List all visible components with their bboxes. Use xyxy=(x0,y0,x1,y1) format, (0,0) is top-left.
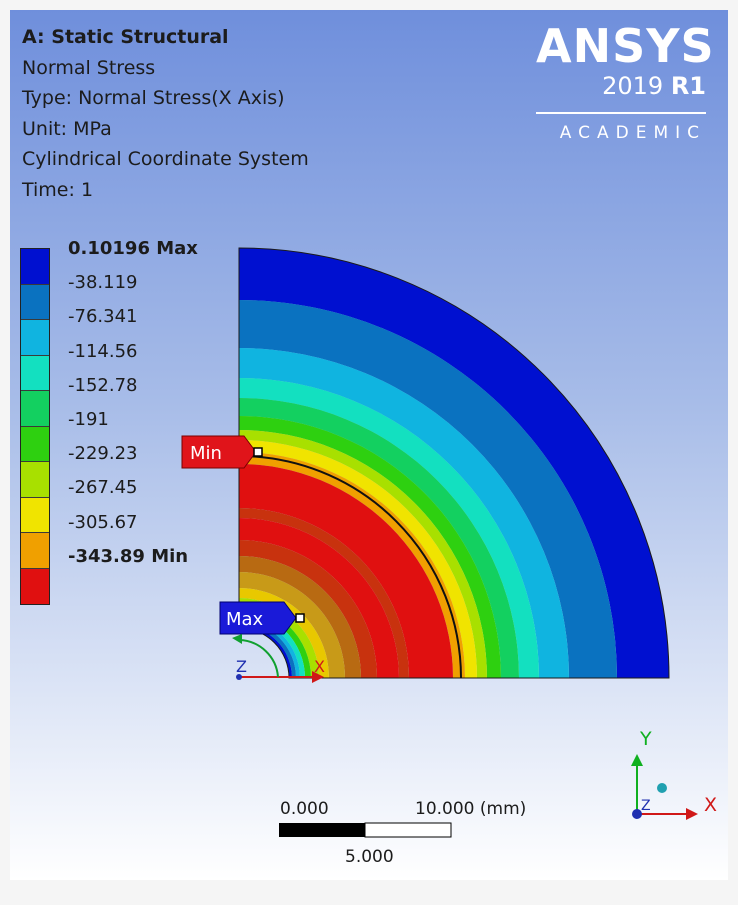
max-probe-label: Max xyxy=(226,609,264,630)
scale-bar: 0.000 10.000 (mm) 5.000 xyxy=(279,799,526,867)
ansys-logo: ANSYS 2019 R1 ACADEMIC xyxy=(536,19,715,144)
legend-label: -267.45 xyxy=(68,477,138,499)
coordinate-system: Cylindrical Coordinate System xyxy=(22,148,309,170)
legend-label: -229.23 xyxy=(68,443,138,465)
legend-swatch xyxy=(21,462,49,498)
legend-swatch xyxy=(21,284,49,320)
result-name: Normal Stress xyxy=(22,56,156,79)
graphics-viewport[interactable]: A: Static Structural Normal Stress Type:… xyxy=(10,10,728,880)
contour-band xyxy=(239,248,669,678)
color-legend[interactable]: 0.10196 Max -38.119 -76.341 -114.56 -152.78 -… xyxy=(20,238,198,605)
contour-band xyxy=(239,518,399,678)
result-info: A: Static Structural Normal Stress Type:… xyxy=(22,22,309,205)
triad-y-label: Y xyxy=(639,728,652,750)
contour-band xyxy=(239,572,345,678)
legend-label: -152.78 xyxy=(68,374,138,396)
legend-label: -76.341 xyxy=(68,306,138,328)
legend-swatch xyxy=(21,320,49,356)
max-probe[interactable]: Max xyxy=(219,601,305,635)
legend-color-bar xyxy=(20,248,50,605)
min-probe[interactable]: Min xyxy=(181,435,263,469)
contour-band xyxy=(239,540,377,678)
legend-label: -343.89 Min xyxy=(68,545,189,567)
contour-plot[interactable]: Min Max Z X Y X Z xyxy=(10,10,728,880)
result-unit: Unit: MPa xyxy=(22,117,112,140)
part-outline xyxy=(238,247,670,679)
legend-label: -191 xyxy=(68,409,109,430)
legend-label: 0.10196 Max xyxy=(68,238,198,259)
brand-edition: ACADEMIC xyxy=(559,123,706,143)
result-type: Type: Normal Stress(X Axis) xyxy=(22,87,285,109)
legend-swatch xyxy=(21,249,49,285)
triad-x-label: X xyxy=(704,794,717,816)
min-probe-label: Min xyxy=(190,443,222,464)
contour-band xyxy=(239,378,539,678)
contour-band xyxy=(239,398,519,678)
brand-version: 2019 R1 xyxy=(602,72,706,100)
contour-band xyxy=(239,348,569,678)
legend-swatch xyxy=(21,533,49,569)
legend-label: -38.119 xyxy=(68,272,138,294)
contour-band xyxy=(239,556,361,678)
scale-right-label: 10.000 (mm) xyxy=(415,799,526,819)
local-x-label: X xyxy=(314,657,325,676)
local-z-label: Z xyxy=(236,657,247,676)
legend-swatch xyxy=(21,568,49,604)
brand-divider xyxy=(536,112,706,114)
legend-label: -114.56 xyxy=(68,340,138,362)
global-triad[interactable]: Y X Z xyxy=(631,728,717,820)
min-contour-line xyxy=(238,455,462,679)
scale-left-label: 0.000 xyxy=(280,799,329,819)
result-time: Time: 1 xyxy=(22,178,94,201)
legend-swatch xyxy=(21,391,49,427)
analysis-title: A: Static Structural xyxy=(22,26,229,48)
legend-swatch xyxy=(21,497,49,533)
scale-mid-label: 5.000 xyxy=(345,847,394,867)
legend-swatch xyxy=(21,426,49,462)
legend-label: -305.67 xyxy=(68,511,138,533)
contour-band xyxy=(239,300,617,678)
contour-band xyxy=(239,464,453,678)
legend-swatch xyxy=(21,355,49,391)
triad-z-label: Z xyxy=(641,798,651,814)
local-coordinate-triad: Z X xyxy=(232,634,325,683)
contour-band xyxy=(239,508,409,678)
brand-name: ANSYS xyxy=(536,19,715,73)
